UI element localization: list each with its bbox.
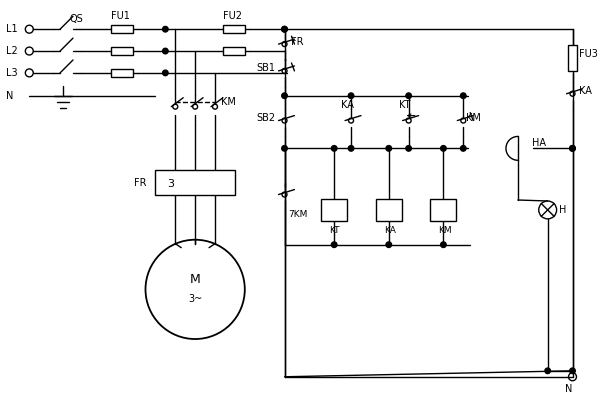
Text: FR: FR [134, 178, 146, 188]
Text: FU3: FU3 [579, 49, 598, 59]
Text: HA: HA [532, 138, 546, 148]
Circle shape [386, 242, 391, 248]
Text: SB1: SB1 [257, 63, 276, 73]
Circle shape [406, 93, 411, 98]
Text: H: H [558, 205, 566, 215]
Text: M: M [190, 273, 201, 286]
Bar [111, 25, 133, 34]
Circle shape [441, 146, 446, 151]
Text: QS: QS [69, 14, 83, 24]
Text: N: N [565, 384, 572, 394]
Bar [223, 47, 245, 55]
Circle shape [441, 242, 446, 248]
Text: KM: KM [438, 226, 452, 235]
Text: L3: L3 [7, 68, 18, 78]
Text: FR: FR [291, 37, 304, 47]
Circle shape [349, 146, 354, 151]
Bar [111, 69, 133, 77]
Bar [431, 199, 456, 221]
Text: KA: KA [579, 86, 592, 96]
Circle shape [163, 48, 168, 54]
Circle shape [545, 368, 551, 374]
Circle shape [163, 70, 168, 76]
Circle shape [349, 93, 354, 98]
Text: 3: 3 [168, 179, 174, 189]
Circle shape [332, 146, 337, 151]
Bar [156, 170, 235, 195]
Text: KA: KA [341, 100, 354, 110]
Circle shape [282, 93, 287, 98]
Text: KM: KM [221, 97, 236, 107]
Text: 3~: 3~ [188, 294, 202, 304]
Text: L2: L2 [7, 46, 18, 56]
Circle shape [461, 146, 466, 151]
Circle shape [461, 93, 466, 98]
Text: KM: KM [466, 112, 481, 122]
Circle shape [282, 26, 287, 32]
Circle shape [570, 368, 575, 374]
Text: SB2: SB2 [257, 112, 276, 122]
Text: KT: KT [329, 226, 339, 235]
Circle shape [570, 146, 575, 151]
Bar [567, 45, 578, 71]
Bar [376, 199, 402, 221]
Text: 7KM: 7KM [288, 210, 308, 219]
Circle shape [386, 146, 391, 151]
Text: KA: KA [384, 226, 396, 235]
Text: KT: KT [399, 100, 410, 110]
Text: FU2: FU2 [223, 11, 242, 21]
Circle shape [282, 26, 287, 32]
Circle shape [332, 242, 337, 248]
Bar [321, 199, 347, 221]
Circle shape [163, 26, 168, 32]
Circle shape [406, 146, 411, 151]
Bar [223, 25, 245, 34]
Text: N: N [7, 91, 14, 101]
Text: FU1: FU1 [111, 11, 130, 21]
Circle shape [282, 146, 287, 151]
Text: L1: L1 [7, 24, 18, 34]
Circle shape [570, 146, 575, 151]
Bar [111, 47, 133, 55]
